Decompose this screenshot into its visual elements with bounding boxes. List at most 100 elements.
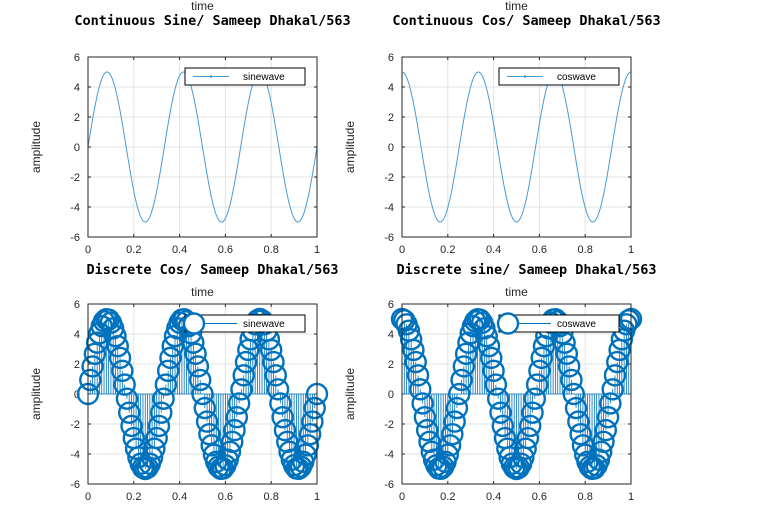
y-tick-label: -6 bbox=[70, 479, 80, 491]
stem-marker bbox=[590, 440, 613, 463]
y-tick-label: 0 bbox=[388, 389, 394, 401]
stem-marker bbox=[567, 410, 590, 433]
stem-marker bbox=[150, 401, 173, 424]
stem-marker bbox=[562, 382, 585, 406]
stem-marker bbox=[195, 410, 219, 433]
stem-marker bbox=[560, 368, 583, 392]
stem-marker bbox=[227, 392, 251, 415]
stem-marker bbox=[143, 437, 166, 460]
stem-marker bbox=[489, 401, 512, 424]
y-tick-label: 0 bbox=[74, 142, 80, 154]
stem-marker bbox=[603, 364, 627, 387]
stem-marker bbox=[115, 387, 139, 410]
x-tick-label: 1 bbox=[314, 491, 320, 503]
series-line-sinewave bbox=[87, 71, 318, 223]
stem-marker bbox=[402, 338, 425, 362]
stem-marker bbox=[450, 368, 473, 392]
x-tick-label: 0.6 bbox=[218, 244, 233, 256]
stem-marker bbox=[234, 350, 258, 374]
stem-marker bbox=[298, 422, 322, 446]
stem-marker bbox=[516, 426, 540, 450]
legend-box bbox=[498, 67, 620, 86]
y-tick-label: -6 bbox=[384, 232, 394, 244]
stem-marker bbox=[528, 359, 551, 383]
x-tick-label: 0.4 bbox=[486, 491, 501, 503]
stem-marker bbox=[218, 440, 242, 463]
y-tick-label: 6 bbox=[388, 52, 394, 64]
x-axis-label: time bbox=[191, 285, 214, 299]
stem-marker bbox=[393, 309, 416, 332]
stem-marker bbox=[415, 418, 439, 442]
stem-marker bbox=[147, 414, 171, 438]
stem-marker bbox=[438, 434, 462, 457]
stem-marker bbox=[264, 364, 287, 387]
y-tick-label: -4 bbox=[70, 449, 80, 461]
axes-frame bbox=[87, 56, 318, 238]
stem-marker bbox=[406, 364, 430, 387]
legend-marker-sample bbox=[496, 312, 520, 335]
y-tick-label: 4 bbox=[74, 82, 80, 94]
y-axis-label: amplitude bbox=[29, 368, 43, 420]
stem-marker bbox=[399, 328, 423, 351]
stem-marker bbox=[120, 414, 143, 438]
y-axis-label: amplitude bbox=[343, 121, 357, 173]
x-axis-label: time bbox=[505, 0, 528, 13]
y-tick-label: 2 bbox=[74, 112, 80, 124]
stem-marker bbox=[118, 401, 141, 424]
stem-marker bbox=[564, 396, 588, 420]
stem-marker bbox=[260, 338, 283, 362]
stem-marker bbox=[557, 355, 581, 378]
stem-marker bbox=[191, 382, 214, 406]
x-tick-label: 0.4 bbox=[172, 491, 187, 503]
y-tick-label: 2 bbox=[74, 359, 80, 371]
stem-marker bbox=[413, 405, 437, 429]
y-tick-label: -2 bbox=[70, 419, 80, 431]
x-tick-label: 0 bbox=[399, 244, 405, 256]
y-axis-label: amplitude bbox=[343, 368, 357, 420]
stem-marker bbox=[159, 346, 182, 370]
stem-marker bbox=[601, 378, 624, 401]
stem-marker bbox=[411, 392, 434, 415]
chart-title: Continuous Sine/ Sameep Dhakal/563 bbox=[74, 13, 350, 29]
y-axis-label: amplitude bbox=[29, 121, 43, 173]
stem-marker bbox=[523, 387, 547, 410]
stem-marker bbox=[594, 418, 618, 442]
stem-marker bbox=[106, 334, 129, 358]
stem-marker bbox=[154, 373, 178, 396]
x-tick-label: 1 bbox=[628, 491, 634, 503]
y-tick-label: 6 bbox=[74, 299, 80, 311]
stem-marker bbox=[452, 355, 476, 378]
stem-marker bbox=[221, 430, 244, 454]
stem-marker bbox=[303, 396, 326, 420]
stem-marker bbox=[507, 456, 530, 479]
x-tick-label: 0.8 bbox=[264, 244, 279, 256]
legend-label: coswave bbox=[557, 72, 596, 83]
stem-marker bbox=[83, 342, 107, 366]
stem-marker bbox=[266, 378, 290, 401]
stem-marker bbox=[108, 346, 132, 370]
stem-marker bbox=[156, 359, 180, 383]
stem-marker bbox=[482, 359, 505, 383]
y-tick-label: -2 bbox=[384, 419, 394, 431]
stem-marker bbox=[443, 410, 466, 433]
x-tick-label: 0.6 bbox=[532, 491, 547, 503]
stem-marker bbox=[521, 401, 544, 424]
legend-dot-sample bbox=[523, 75, 527, 78]
stem-marker bbox=[436, 443, 459, 466]
chart-title: Discrete sine/ Sameep Dhakal/563 bbox=[396, 262, 656, 278]
stem-marker bbox=[225, 405, 249, 429]
stem-marker bbox=[152, 387, 175, 410]
x-tick-label: 0.4 bbox=[486, 244, 501, 256]
legend-label: sinewave bbox=[243, 72, 285, 83]
stem-marker bbox=[81, 355, 104, 378]
y-tick-label: -6 bbox=[70, 232, 80, 244]
chart-title: Continuous Cos/ Sameep Dhakal/563 bbox=[392, 13, 660, 29]
x-tick-label: 0.2 bbox=[126, 244, 141, 256]
y-tick-label: -2 bbox=[70, 172, 80, 184]
stem-marker bbox=[599, 392, 622, 415]
stem-marker bbox=[409, 378, 432, 401]
stem-marker bbox=[480, 346, 503, 370]
series-line-coswave bbox=[401, 71, 632, 223]
x-tick-label: 0.2 bbox=[126, 491, 141, 503]
